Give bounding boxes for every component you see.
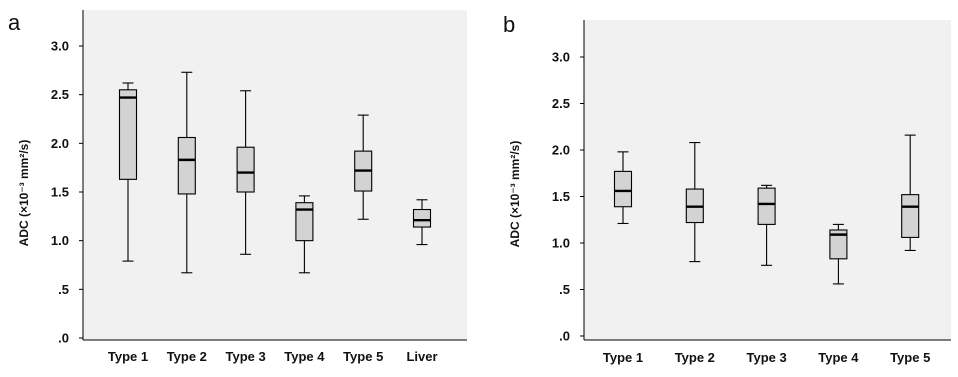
x-category-label: Type 5	[343, 349, 383, 364]
y-tick-label: .5	[559, 282, 570, 297]
y-tick-label: 2.5	[51, 87, 69, 102]
x-category-label: Type 1	[108, 349, 148, 364]
x-category-label: Liver	[406, 349, 437, 364]
panel-letter: b	[503, 12, 515, 37]
x-category-label: Type 4	[818, 350, 859, 365]
iqr-box	[412, 208, 432, 228]
box-type-5	[354, 114, 373, 220]
y-tick-label: 1.0	[51, 233, 69, 248]
iqr-box	[118, 89, 138, 180]
y-tick-label: 1.0	[552, 236, 570, 251]
iqr-box	[757, 187, 776, 225]
y-tick-label: 1.5	[552, 189, 570, 204]
iqr-box	[829, 229, 848, 260]
y-axis-title: ADC (×10⁻³ mm²/s)	[508, 141, 522, 248]
box-type-1	[613, 151, 633, 225]
box-type-1	[118, 82, 138, 262]
x-category-label: Type 3	[225, 349, 265, 364]
iqr-box	[236, 146, 255, 193]
y-tick-label: 2.0	[552, 143, 570, 158]
y-tick-label: .0	[559, 329, 570, 344]
box-type-3	[236, 90, 255, 255]
x-category-label: Type 3	[746, 350, 786, 365]
x-category-label: Type 4	[284, 349, 325, 364]
plot-area	[584, 20, 951, 340]
box-type-2	[177, 71, 196, 274]
chart-panel-b: b .0 .5 1.0 1.5 2.0 2.5 3.0 ADC (×10⁻³ mm²/s) Typ…	[503, 12, 951, 365]
box-type-4	[829, 223, 848, 285]
y-tick-label: .0	[58, 331, 69, 346]
iqr-box	[613, 170, 633, 208]
x-category-label: Type 2	[675, 350, 715, 365]
box-type-3	[757, 184, 776, 266]
box-type-5	[901, 134, 920, 251]
y-tick-label: 3.0	[552, 50, 570, 65]
plot-area	[83, 10, 467, 340]
iqr-box	[295, 202, 314, 242]
chart-panel-a: a .0 .5 1.0 1.5 2.0 2.5 3.0 ADC (×10⁻³ mm²/s) Typ…	[8, 10, 467, 364]
box-type-4	[295, 195, 314, 274]
x-category-label: Type 5	[890, 350, 930, 365]
y-axis-title: ADC (×10⁻³ mm²/s)	[17, 140, 31, 247]
x-category-label: Type 2	[167, 349, 207, 364]
y-tick-label: .5	[58, 282, 69, 297]
y-tick-label: 2.5	[552, 96, 570, 111]
box-type-2	[685, 142, 704, 263]
y-tick-label: 3.0	[51, 39, 69, 54]
panel-letter: a	[8, 10, 21, 35]
y-tick-label: 2.0	[51, 136, 69, 151]
y-tick-label: 1.5	[51, 185, 69, 200]
x-category-label: Type 1	[603, 350, 643, 365]
iqr-box	[901, 194, 920, 238]
box-liver	[412, 199, 432, 246]
iqr-box	[177, 136, 196, 195]
